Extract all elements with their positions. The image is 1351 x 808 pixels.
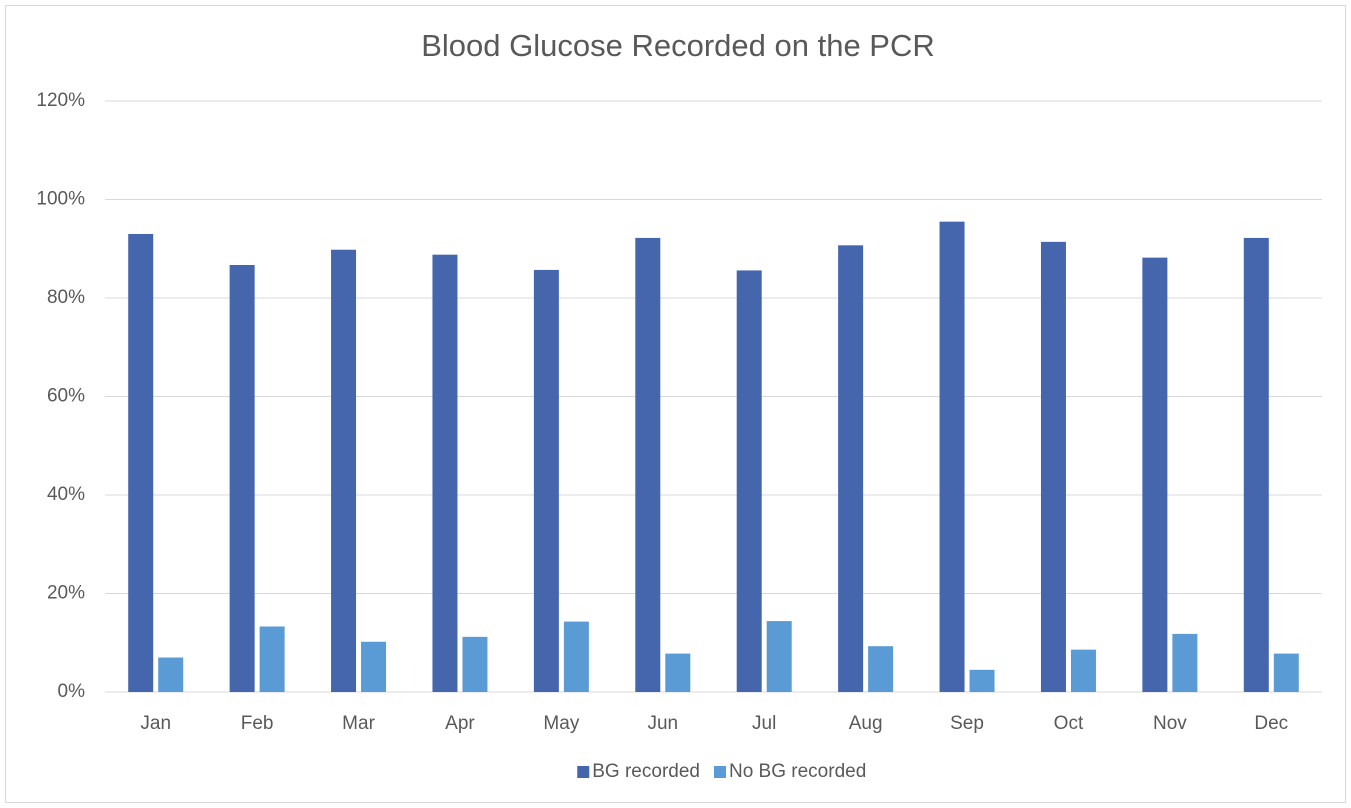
bar: [533, 269, 559, 692]
bar: [939, 221, 965, 692]
bar: [635, 237, 661, 693]
bar: [766, 621, 792, 692]
y-tick-label: 20%: [47, 583, 85, 604]
x-tick-label: Dec: [1254, 713, 1288, 734]
bar: [563, 621, 589, 692]
chart-title: Blood Glucose Recorded on the PCR: [421, 28, 935, 63]
x-tick-label: Jul: [752, 713, 776, 734]
legend-label: BG recorded: [592, 761, 700, 782]
x-tick-label: Apr: [445, 713, 475, 734]
x-tick-label: Feb: [241, 713, 274, 734]
bar: [1142, 257, 1168, 692]
x-tick-label: Jan: [140, 713, 171, 734]
y-tick-label: 80%: [47, 287, 85, 308]
bar: [229, 265, 255, 692]
bar: [1040, 241, 1066, 693]
bar: [736, 270, 762, 692]
bar: [665, 653, 691, 692]
x-tick-label: Jun: [647, 713, 678, 734]
bar: [432, 254, 458, 692]
x-tick-label: Aug: [849, 713, 883, 734]
legend-swatch: [577, 766, 590, 778]
bar: [259, 626, 285, 692]
bar: [1243, 237, 1269, 693]
legend-swatch: [713, 766, 726, 778]
x-tick-label: Nov: [1153, 713, 1187, 734]
bar: [158, 657, 184, 692]
bar: [1273, 653, 1299, 692]
x-tick-label: Mar: [342, 713, 375, 734]
x-tick-label: May: [543, 713, 579, 734]
bar: [868, 646, 894, 692]
y-tick-label: 60%: [47, 386, 85, 407]
y-tick-label: 100%: [36, 189, 85, 210]
bar: [361, 641, 387, 692]
x-tick-label: Sep: [950, 713, 984, 734]
x-tick-label: Oct: [1054, 713, 1084, 734]
y-tick-label: 0%: [58, 681, 86, 702]
legend-label: No BG recorded: [729, 761, 866, 782]
bar: [1172, 633, 1198, 692]
bar: [462, 636, 488, 692]
bar: [331, 249, 357, 693]
y-tick-label: 40%: [47, 484, 85, 505]
bar: [969, 669, 995, 692]
bar: [128, 233, 154, 692]
y-tick-label: 120%: [36, 90, 85, 111]
bar: [1070, 649, 1096, 692]
bar: [838, 245, 864, 693]
